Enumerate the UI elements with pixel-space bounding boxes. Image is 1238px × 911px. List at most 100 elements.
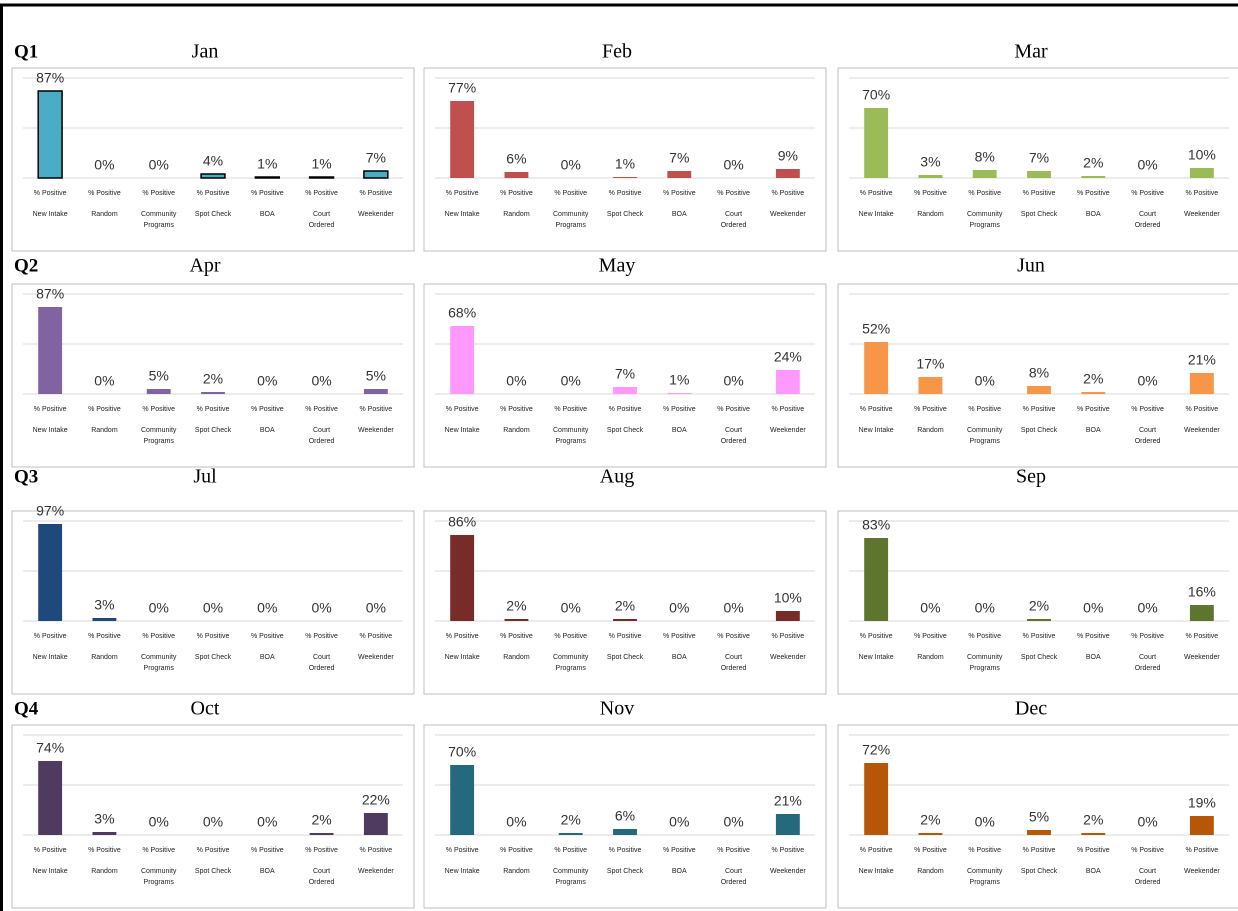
x-tick-label: % Positive: [663, 406, 696, 413]
x-tick-label: % Positive: [860, 633, 893, 640]
value-label: 83%: [862, 517, 890, 533]
x-tick-label: Weekender: [1184, 211, 1220, 218]
value-label: 68%: [448, 305, 476, 321]
x-tick-label: Ordered: [309, 879, 335, 886]
x-tick-label: Community: [141, 427, 177, 434]
value-label: 70%: [448, 744, 476, 760]
value-label: 0%: [94, 157, 114, 173]
x-tick-label: BOA: [1086, 211, 1101, 218]
value-label: 5%: [1029, 809, 1049, 825]
value-label: 2%: [1083, 371, 1103, 387]
value-label: 0%: [149, 157, 169, 173]
x-tick-label: Court: [1139, 654, 1156, 661]
value-label: 7%: [366, 150, 386, 166]
value-label: 0%: [975, 600, 995, 616]
value-label: 10%: [1188, 147, 1216, 163]
value-label: 7%: [669, 150, 689, 166]
x-tick-label: % Positive: [251, 190, 284, 197]
bar: [37, 90, 63, 179]
x-tick-label: Community: [967, 868, 1003, 875]
value-label: 0%: [203, 600, 223, 616]
x-tick-label: Community: [967, 427, 1003, 434]
value-label: 70%: [862, 87, 890, 103]
value-label: 1%: [615, 156, 635, 172]
chart-title: Apr: [189, 255, 220, 277]
quarter-label: Q3: [14, 466, 38, 487]
x-tick-label: Programs: [556, 665, 587, 672]
bar: [1027, 830, 1051, 835]
x-tick-label: % Positive: [142, 406, 175, 413]
value-label: 0%: [723, 600, 743, 616]
value-label: 21%: [774, 793, 802, 809]
x-tick-label: Weekender: [358, 427, 394, 434]
x-tick-label: Random: [503, 654, 530, 661]
x-tick-label: Community: [967, 211, 1003, 218]
x-tick-label: % Positive: [88, 847, 121, 854]
quarter-label: Q2: [14, 255, 38, 276]
x-tick-label: Community: [141, 211, 177, 218]
value-label: 0%: [561, 373, 581, 389]
x-tick-label: % Positive: [1131, 190, 1164, 197]
bar: [363, 813, 388, 835]
chart-title: Dec: [1015, 698, 1047, 720]
x-tick-label: % Positive: [663, 847, 696, 854]
value-label: 87%: [36, 286, 64, 302]
chart-frame: [11, 510, 415, 695]
value-label: 2%: [615, 598, 635, 614]
x-tick-label: % Positive: [1023, 406, 1056, 413]
value-label: 0%: [149, 600, 169, 616]
value-label: 1%: [669, 372, 689, 388]
x-tick-label: Spot Check: [1021, 211, 1058, 218]
x-tick-label: Weekender: [1184, 868, 1220, 875]
bar: [1027, 619, 1051, 621]
x-tick-label: Spot Check: [1021, 868, 1058, 875]
value-label: 72%: [862, 742, 890, 758]
bar: [38, 524, 63, 621]
x-tick-label: % Positive: [1077, 406, 1110, 413]
x-tick-label: % Positive: [142, 633, 175, 640]
x-tick-label: New Intake: [33, 654, 68, 661]
x-tick-label: Spot Check: [1021, 427, 1058, 434]
value-label: 0%: [506, 814, 526, 830]
bar: [1189, 605, 1214, 621]
x-tick-label: BOA: [672, 427, 687, 434]
x-tick-label: % Positive: [446, 406, 479, 413]
quarter-label: Q1: [14, 41, 38, 62]
x-tick-label: % Positive: [360, 190, 393, 197]
bar: [613, 177, 637, 178]
x-tick-label: Ordered: [1135, 665, 1161, 672]
x-tick-label: Community: [141, 868, 177, 875]
x-tick-label: % Positive: [305, 633, 338, 640]
x-tick-label: % Positive: [88, 190, 121, 197]
value-label: 0%: [723, 157, 743, 173]
x-tick-label: BOA: [260, 427, 275, 434]
x-tick-label: Ordered: [309, 665, 335, 672]
x-tick-label: % Positive: [500, 847, 533, 854]
bar: [667, 393, 692, 394]
x-tick-label: Court: [725, 654, 742, 661]
value-label: 3%: [94, 811, 114, 827]
bar: [146, 389, 171, 394]
value-label: 2%: [203, 371, 223, 387]
x-tick-label: % Positive: [554, 633, 587, 640]
chart-title: Sep: [1016, 466, 1046, 488]
x-tick-label: % Positive: [34, 406, 67, 413]
x-tick-label: % Positive: [1077, 633, 1110, 640]
bar: [363, 170, 389, 179]
bar: [1027, 386, 1051, 394]
value-label: 3%: [94, 597, 114, 613]
chart-title: Jan: [192, 41, 219, 63]
chart-frame: [423, 724, 827, 909]
x-tick-label: Ordered: [721, 665, 747, 672]
x-tick-label: % Positive: [34, 190, 67, 197]
x-tick-label: Weekender: [358, 654, 394, 661]
x-tick-label: % Positive: [360, 406, 393, 413]
chart-frame: [11, 724, 415, 909]
x-tick-label: % Positive: [609, 847, 642, 854]
x-tick-label: % Positive: [34, 633, 67, 640]
value-label: 3%: [920, 154, 940, 170]
value-label: 0%: [1137, 814, 1157, 830]
bar: [92, 832, 117, 835]
chart-title: May: [599, 255, 636, 277]
